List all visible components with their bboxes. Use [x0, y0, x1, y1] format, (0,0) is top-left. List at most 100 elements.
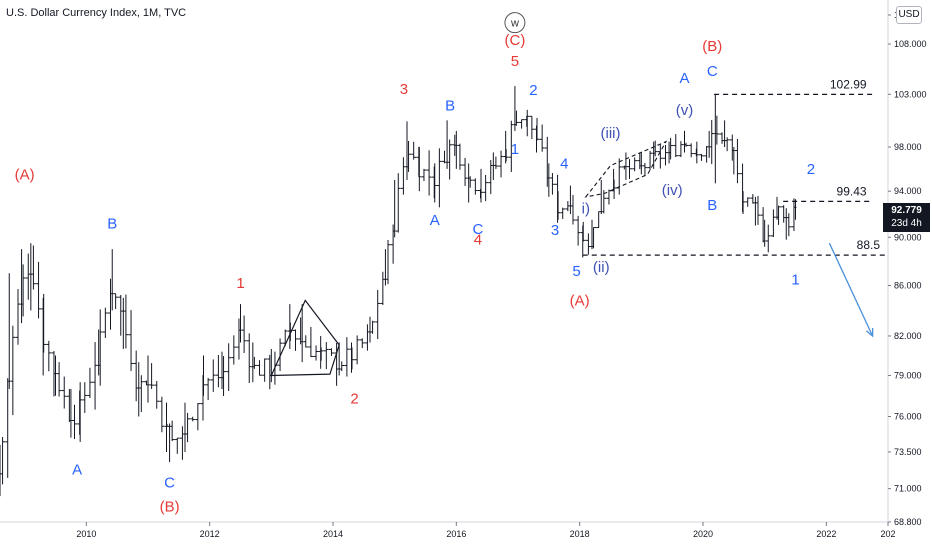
time-tick-label: 202 — [880, 529, 895, 539]
ohlc-bar — [257, 360, 263, 376]
ohlc-bar — [205, 377, 211, 400]
ohlc-bar — [303, 335, 309, 348]
wave-label: (A) — [570, 292, 590, 309]
ohlc-bar — [15, 289, 21, 345]
ohlc-bar — [781, 205, 787, 223]
drawing-shapes — [270, 140, 874, 377]
ohlc-bar — [462, 157, 468, 186]
ohlc-bar — [149, 363, 155, 389]
time-tick-label: 2016 — [446, 529, 466, 539]
ohlc-bar — [539, 124, 545, 152]
ohlc-bar — [231, 335, 237, 365]
ohlc-bar — [128, 310, 134, 372]
wave-label: A — [72, 461, 82, 478]
ohlc-bar — [498, 150, 504, 178]
price-tick-label: 71.000 — [894, 484, 922, 494]
time-tick-label: 2020 — [693, 529, 713, 539]
ohlc-bar — [328, 348, 334, 356]
ohlc-bar — [493, 156, 499, 169]
ohlc-bar — [313, 345, 319, 361]
price-tick-label: 90.000 — [894, 232, 922, 242]
ohlc-bar — [673, 134, 679, 158]
time-axis: 2010 2012 2014 2016 2018 2020 2022 202 — [0, 521, 896, 539]
ohlc-bar — [709, 120, 715, 165]
ohlc-bar — [657, 144, 663, 169]
ohlc-bar — [585, 233, 591, 255]
ohlc-bar — [421, 168, 427, 182]
ohlc-bar — [246, 333, 252, 384]
wave-label: C — [707, 63, 718, 80]
ohlc-bar — [734, 138, 740, 184]
price-tick-label: 82.000 — [894, 331, 922, 341]
ohlc-bar — [102, 307, 108, 339]
wave-label: (B) — [160, 499, 180, 516]
ohlc-bar — [606, 189, 612, 205]
price-tick-label: 94.000 — [894, 186, 922, 196]
wave-label: (v) — [676, 102, 694, 119]
ohlc-bar — [61, 376, 67, 409]
ohlc-bar — [82, 382, 88, 413]
wave-label: 4 — [474, 232, 482, 249]
ohlc-bar — [30, 245, 36, 290]
ohlc-bar — [262, 358, 268, 382]
wave-label: B — [707, 197, 717, 214]
ohlc-bar — [72, 404, 78, 440]
wave-label: (A) — [15, 166, 35, 183]
wave-label: C — [472, 221, 483, 238]
ohlc-bar — [447, 139, 453, 180]
price-badge-countdown: 23d 4h — [891, 218, 922, 229]
ohlc-bar — [323, 342, 329, 370]
ohlc-bar — [56, 362, 62, 397]
level-label: 88.5 — [857, 238, 881, 252]
ohlc-bar — [154, 380, 160, 409]
ohlc-bar — [642, 162, 648, 177]
ohlc-bar — [215, 355, 221, 388]
ohlc-bar — [364, 324, 370, 351]
ohlc-bar — [92, 342, 98, 410]
ohlc-bar — [519, 119, 525, 129]
wave-label: 2 — [350, 391, 358, 408]
ohlc-bar — [46, 340, 52, 372]
price-tick-label: 86.000 — [894, 280, 922, 290]
ohlc-bar — [380, 271, 386, 305]
ohlc-bar — [411, 141, 417, 160]
currency-button[interactable]: USD — [896, 6, 922, 24]
wave-circle-label: w — [510, 18, 519, 30]
time-tick-label: 2022 — [816, 529, 836, 539]
ohlc-bar — [488, 160, 494, 195]
ohlc-bar — [159, 396, 165, 433]
ohlc-bar — [529, 115, 535, 139]
wave-label: 1 — [791, 271, 799, 288]
ohlc-bar — [174, 437, 180, 454]
ohlc-bar — [698, 153, 704, 161]
ohlc-bar — [0, 436, 6, 485]
wave-label: (iv) — [662, 182, 683, 199]
ohlc-bar — [483, 174, 489, 202]
ohlc-bar — [426, 150, 432, 196]
ohlc-bar — [138, 375, 144, 412]
ohlc-bar — [627, 159, 633, 179]
ohlc-bar — [164, 423, 170, 427]
ohlc-bar — [185, 412, 191, 443]
ohlc-bar — [354, 335, 360, 365]
wave-label: (B) — [702, 38, 722, 55]
ohlc-bar — [565, 201, 571, 212]
price-axis: 1108.000103.00098.00094.00090.00086.0008… — [887, 0, 927, 527]
wave-label: (C) — [505, 32, 526, 49]
projection-arrow-head — [865, 327, 874, 338]
ohlc-bar — [477, 189, 483, 199]
ohlc-bar — [308, 326, 314, 358]
ohlc-bar — [740, 163, 746, 213]
ohlc-bar — [25, 253, 31, 300]
ohlc-bar — [359, 338, 365, 349]
ohlc-bar — [724, 137, 730, 152]
ohlc-bar — [765, 224, 771, 253]
ohlc-bar — [442, 150, 448, 164]
wave-circle — [504, 12, 526, 34]
price-tick-label: 103.000 — [894, 89, 927, 99]
ohlc-bar — [123, 294, 129, 349]
price-tick-label: 73.500 — [894, 447, 922, 457]
price-badge-value: 92.779 — [891, 205, 922, 216]
wave-labels: w (A) B A C (B) 1 2 3 4 (C) 5 A B C 1 2 3 4 5 i) (ii) (iii) (iv… — [15, 12, 815, 516]
